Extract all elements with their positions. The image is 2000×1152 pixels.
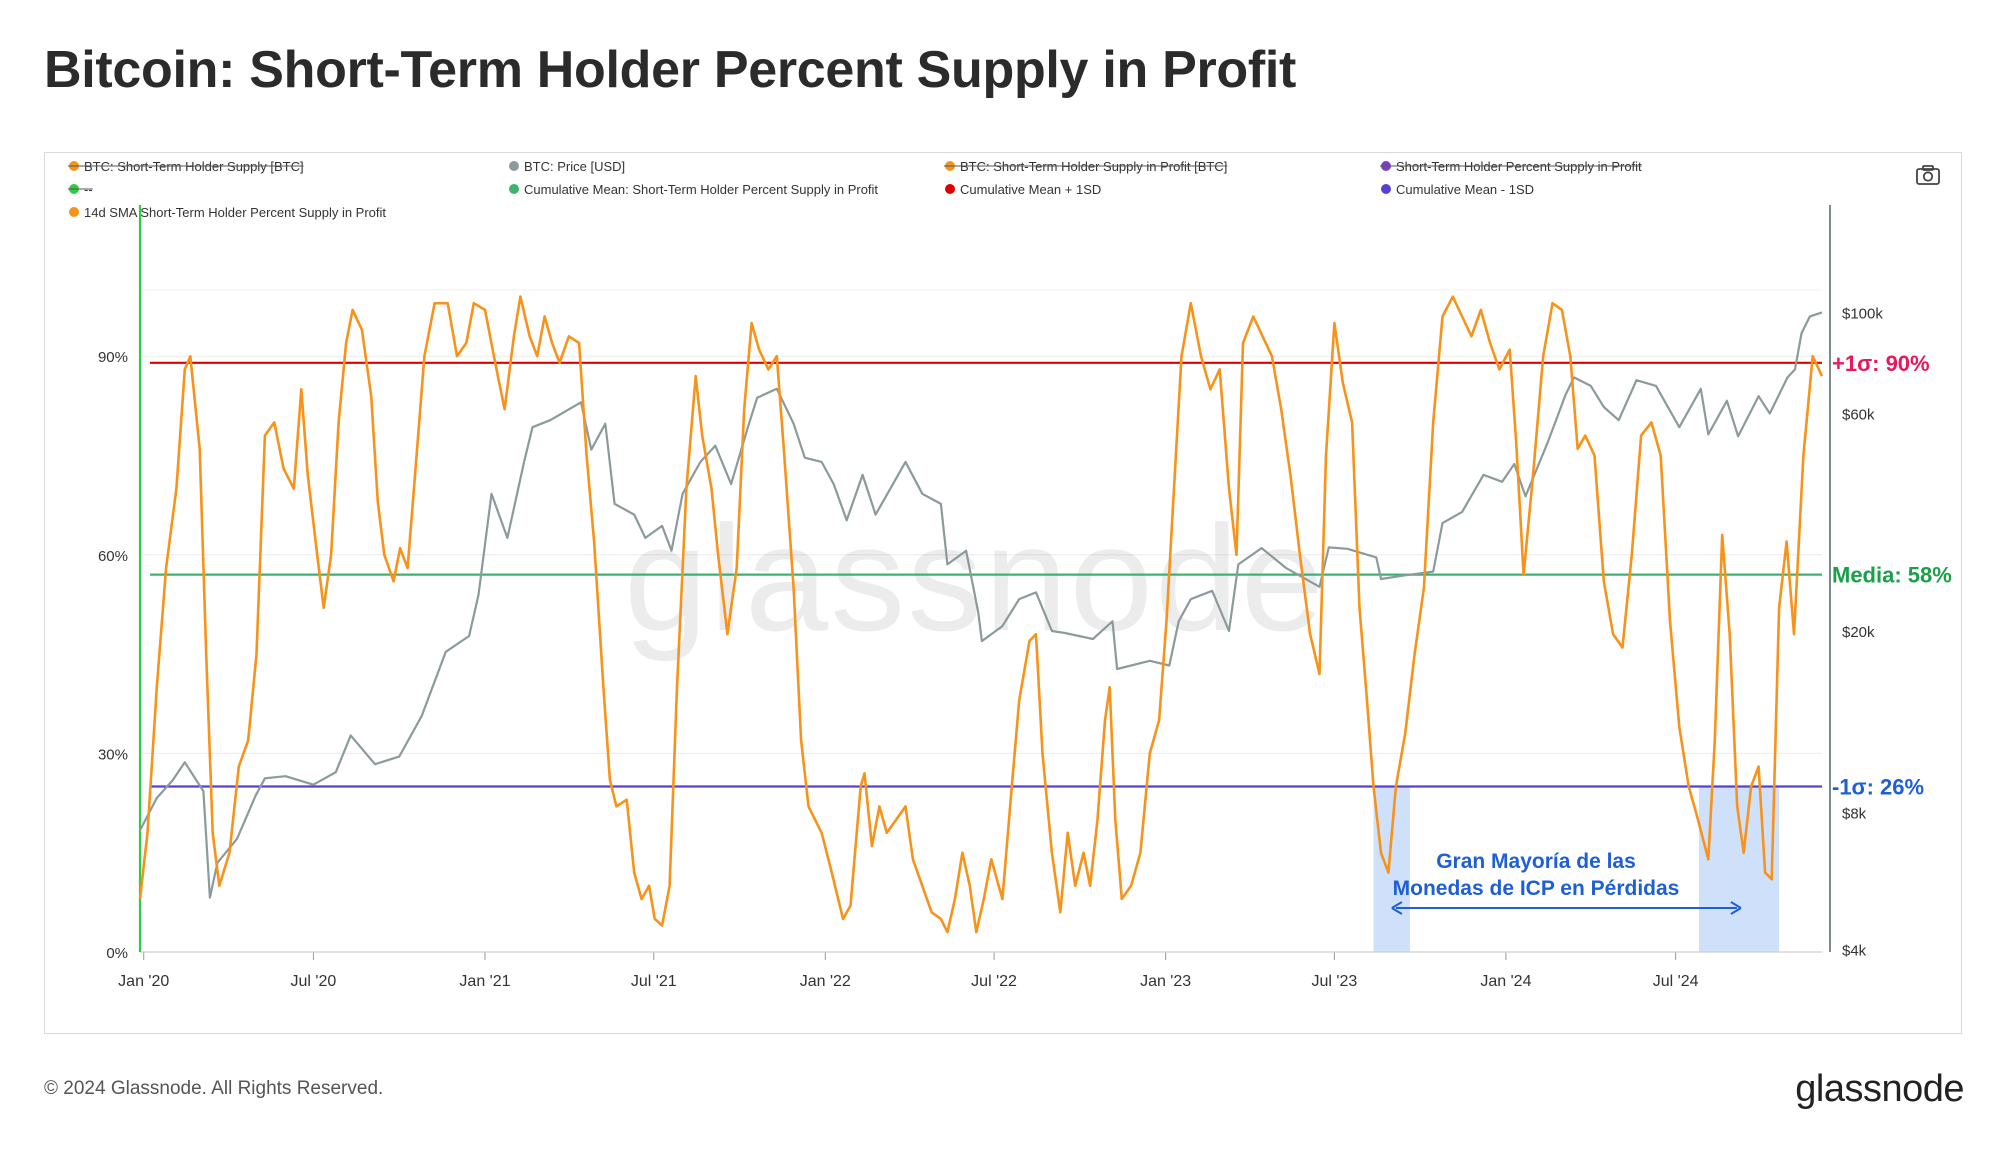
legend-marker	[945, 184, 955, 194]
y-right-tick-label: $100k	[1842, 305, 1883, 322]
watermark: glassnode	[624, 494, 1326, 662]
y-right-tick-label: $60k	[1842, 407, 1875, 424]
page-title: Bitcoin: Short-Term Holder Percent Suppl…	[44, 41, 1297, 99]
reference-lines	[150, 361, 1822, 788]
x-tick-label: Jul '23	[1311, 973, 1357, 990]
axes	[138, 205, 1831, 960]
legend-item-label: Cumulative Mean: Short-Term Holder Perce…	[524, 182, 878, 197]
series	[138, 295, 1824, 934]
zone-label-line2: Monedas de ICP en Pérdidas	[1393, 877, 1680, 900]
x-tick-label: Jan '24	[1480, 973, 1531, 990]
glassnode-logo[interactable]: glassnode	[1795, 1068, 1964, 1110]
x-tick-label: Jan '23	[1140, 973, 1191, 990]
legend-item-label: BTC: Price [USD]	[524, 159, 625, 174]
y-left-tick-label: 30%	[98, 746, 128, 763]
legend-item-label: 14d SMA Short-Term Holder Percent Supply…	[84, 205, 386, 220]
legend: BTC: Short-Term Holder Supply [BTC] BTC: …	[68, 159, 1642, 220]
legend-item-label: Cumulative Mean + 1SD	[960, 182, 1101, 197]
x-tick-label: Jul '20	[291, 973, 337, 990]
y-left-tick-label: 60%	[98, 548, 128, 565]
x-tick-label: Jul '22	[971, 973, 1017, 990]
y-left-tick-label: 0%	[106, 945, 128, 962]
footer-copyright: © 2024 Glassnode. All Rights Reserved.	[44, 1078, 384, 1099]
legend-marker	[69, 207, 79, 217]
y-left-tick-label: 90%	[98, 349, 128, 366]
tick-labels: 0% 30% 60% 90% $4k $8k $20k $60k $100k Jan '20 Jul…	[98, 305, 1883, 990]
reference-label-lower: -1σ: 26%	[1832, 775, 1924, 800]
stsp-line	[138, 295, 1824, 934]
y-right-tick-label: $8k	[1842, 805, 1867, 822]
x-tick-label: Jan '22	[800, 973, 851, 990]
shaded-zone-0	[1373, 786, 1410, 952]
zone-arrow-left	[1391, 901, 1403, 915]
y-right-tick-label: $20k	[1842, 624, 1875, 641]
legend-marker	[1381, 184, 1391, 194]
reference-label-upper: +1σ: 90%	[1832, 351, 1930, 376]
x-tick-label: Jan '21	[459, 973, 510, 990]
x-tick-label: Jul '24	[1653, 973, 1699, 990]
zone-label-line1: Gran Mayoría de las	[1436, 850, 1636, 873]
annotations: +1σ: 90% Media: 58% -1σ: 26% Gran Mayoría d…	[1391, 351, 1952, 915]
legend-item-label: Cumulative Mean - 1SD	[1396, 182, 1534, 197]
chart-frame	[44, 152, 1962, 1034]
x-tick-label: Jan '20	[118, 973, 169, 990]
zone-arrow-right	[1730, 901, 1742, 915]
watermark-text: glassnode	[624, 494, 1326, 662]
reference-label-mean: Media: 58%	[1832, 563, 1952, 588]
x-tick-label: Jul '21	[631, 973, 677, 990]
y-right-tick-label: $4k	[1842, 943, 1867, 960]
camera-icon[interactable]	[1915, 164, 1941, 186]
legend-marker	[509, 161, 519, 171]
legend-marker	[509, 184, 519, 194]
